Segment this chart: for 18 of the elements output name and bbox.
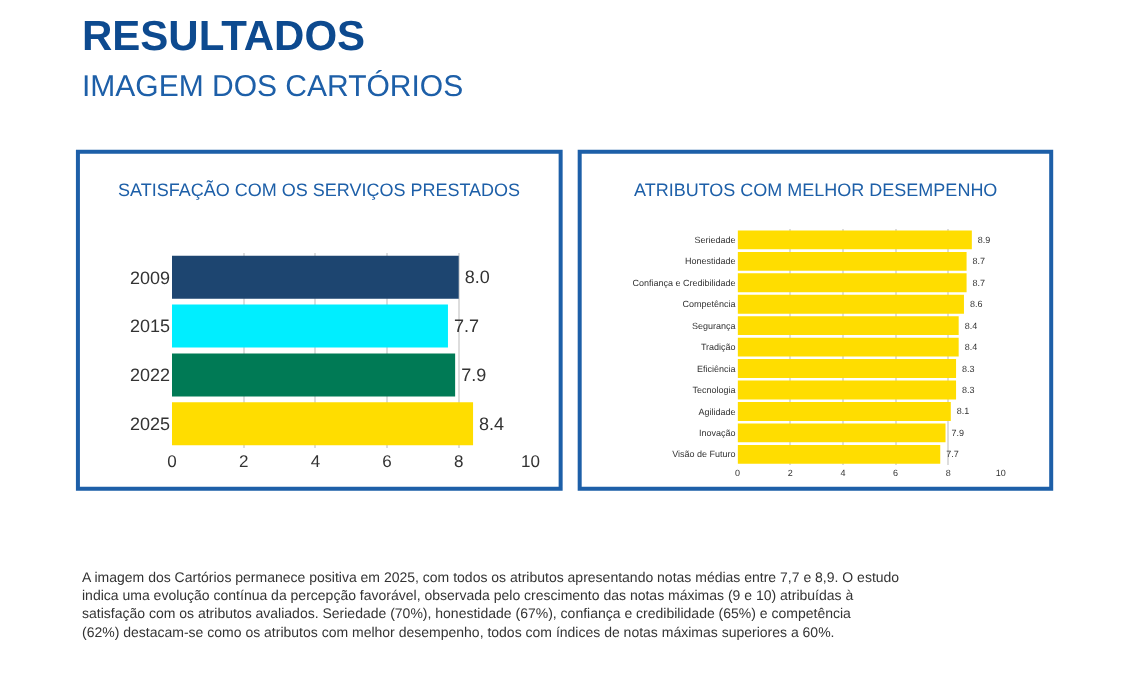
x-tick-label: 6: [382, 451, 393, 472]
data-label: 8.0: [464, 267, 490, 288]
text: IMAGEM DOS CARTÓRIOS: [82, 68, 464, 104]
x-tick-label: 0: [167, 451, 178, 472]
data-label: 8.4: [479, 413, 505, 434]
x-tick-label: 8: [453, 451, 464, 472]
y-tick-label: 2015: [129, 316, 170, 337]
data-label: 7.9: [461, 364, 487, 385]
y-tick-label: 2009: [129, 267, 170, 288]
x-tick-label: 2: [238, 451, 249, 472]
y-tick-label: 2022: [129, 365, 170, 386]
x-tick-label: 4: [310, 451, 321, 472]
chart-title: ATRIBUTOS COM MELHOR DESEMPENHO: [634, 180, 998, 200]
data-label: 7.7: [453, 316, 479, 337]
text: RESULTADOS: [82, 14, 366, 60]
chart-title: SATISFAÇÃO COM OS SERVIÇOS PRESTADOS: [118, 180, 521, 200]
y-tick-label: 2025: [129, 414, 170, 435]
x-tick-label: 10: [520, 451, 541, 472]
